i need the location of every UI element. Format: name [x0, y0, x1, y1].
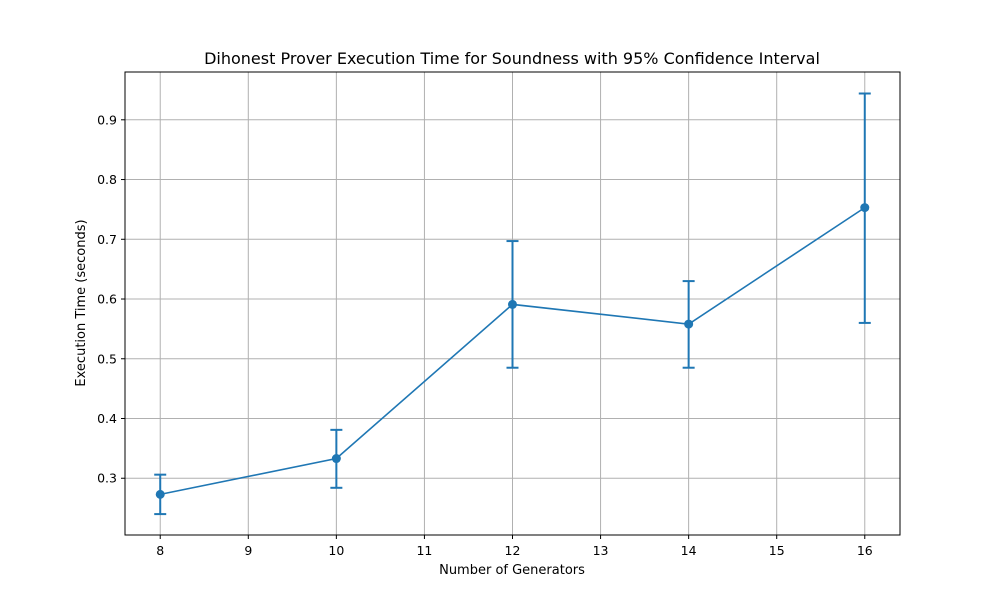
data-point: [155, 489, 165, 499]
y-tick-label: 0.5: [97, 351, 117, 366]
x-tick-label: 15: [769, 543, 785, 558]
x-axis-label: Number of Generators: [439, 563, 585, 578]
data-point: [684, 319, 694, 329]
y-axis-label: Execution Time (seconds): [74, 219, 89, 386]
x-tick-label: 13: [593, 543, 609, 558]
y-tick-label: 0.6: [97, 292, 117, 307]
x-tick-label: 14: [681, 543, 697, 558]
x-tick-label: 12: [505, 543, 521, 558]
x-tick-label: 16: [857, 543, 873, 558]
data-point: [860, 203, 870, 213]
data-point: [508, 299, 517, 309]
data-series: [155, 203, 870, 499]
x-axis: 8 9 10 11 12 13 14 15 16: [156, 535, 873, 558]
chart-title: Dihonest Prover Execution Time for Sound…: [204, 49, 820, 68]
y-tick-label: 0.7: [97, 232, 117, 247]
y-axis: 0.3 0.4 0.5 0.6 0.7 0.8 0.9: [97, 112, 125, 486]
x-tick-label: 9: [244, 543, 252, 558]
y-tick-label: 0.3: [97, 471, 117, 486]
y-tick-label: 0.9: [97, 112, 117, 127]
x-tick-label: 8: [156, 543, 164, 558]
y-tick-label: 0.4: [97, 411, 117, 426]
y-tick-label: 0.8: [97, 172, 117, 187]
x-tick-label: 11: [416, 543, 432, 558]
x-tick-label: 10: [328, 543, 344, 558]
data-point: [331, 454, 341, 464]
